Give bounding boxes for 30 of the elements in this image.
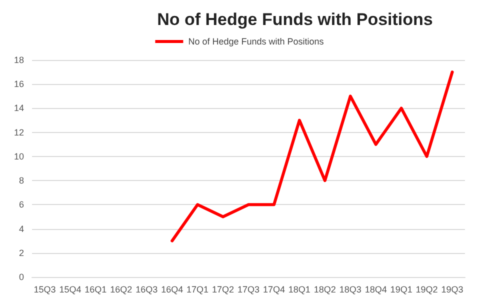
y-tick-label: 16 — [14, 79, 24, 90]
legend-label: No of Hedge Funds with Positions — [188, 36, 324, 46]
y-tick-label: 14 — [14, 103, 24, 114]
x-tick-label: 17Q2 — [212, 284, 234, 294]
x-tick-label: 16Q2 — [110, 284, 132, 294]
y-tick-label: 4 — [18, 224, 24, 234]
x-tick-label: 18Q3 — [339, 284, 362, 294]
y-tick-label: 10 — [14, 151, 24, 162]
x-tick-label: 17Q3 — [237, 284, 260, 294]
y-tick-label: 12 — [14, 127, 24, 138]
x-tick-label: 16Q1 — [84, 284, 107, 294]
y-tick-label: 6 — [18, 200, 24, 210]
line-series — [170, 70, 454, 242]
x-tick-label: 19Q2 — [416, 284, 438, 294]
x-tick-label: 18Q2 — [314, 284, 336, 294]
x-tick-label: 16Q3 — [136, 284, 158, 294]
x-tick-label: 19Q1 — [390, 284, 412, 294]
x-tick-label: 18Q4 — [364, 284, 387, 294]
y-tick-label: 8 — [18, 176, 24, 186]
y-tick-label: 2 — [18, 248, 24, 258]
x-tick-label: 15Q4 — [59, 284, 82, 294]
x-tick-label: 19Q3 — [441, 284, 464, 294]
x-tick-label: 15Q3 — [34, 284, 56, 294]
x-tick-label: 18Q1 — [288, 284, 310, 294]
y-tick-label: 0 — [18, 272, 24, 282]
x-tick-label: 16Q4 — [161, 284, 184, 294]
x-tick-label: 17Q4 — [262, 284, 285, 294]
chart-title: No of Hedge Funds with Positions — [157, 10, 433, 29]
y-tick-label: 18 — [14, 55, 24, 65]
x-tick-label: 17Q1 — [186, 284, 209, 294]
